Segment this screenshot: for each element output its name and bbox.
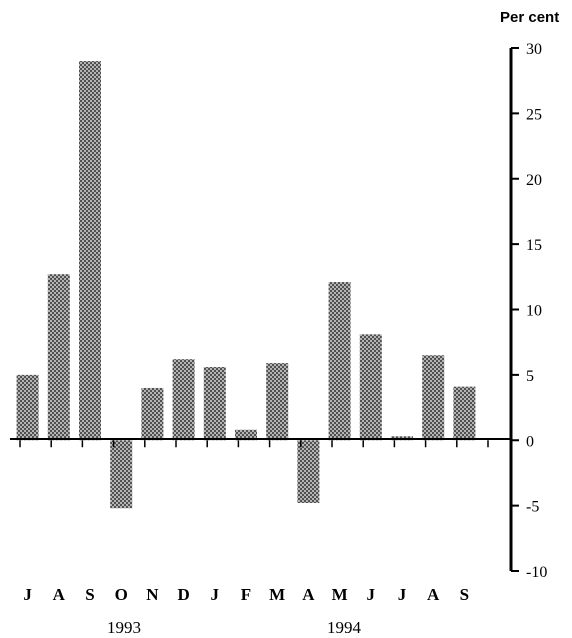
bar-3 bbox=[79, 61, 101, 441]
y-tick-label: -5 bbox=[526, 499, 539, 516]
x-category-label: M bbox=[332, 585, 348, 604]
bar-5 bbox=[141, 387, 164, 441]
bar-1 bbox=[16, 374, 39, 441]
bar-6 bbox=[172, 359, 195, 441]
year-label-1994: 1994 bbox=[327, 618, 362, 637]
bar-7 bbox=[203, 367, 226, 441]
bar-2 bbox=[47, 274, 70, 441]
x-category-label: D bbox=[177, 585, 189, 604]
x-category-label: J bbox=[367, 585, 376, 604]
y-tick-label: 30 bbox=[526, 41, 542, 58]
x-category-label: J bbox=[398, 585, 407, 604]
y-tick-label: 20 bbox=[526, 172, 542, 189]
bar-10 bbox=[297, 440, 320, 504]
bar-9 bbox=[266, 363, 289, 441]
y-tick-label: 15 bbox=[526, 237, 542, 254]
y-tick-label: 25 bbox=[526, 106, 542, 123]
x-category-label: A bbox=[53, 585, 66, 604]
y-axis-unit-label: Per cent bbox=[500, 9, 559, 26]
x-category-label: A bbox=[302, 585, 315, 604]
x-category-label: N bbox=[146, 585, 159, 604]
y-tick-label: -10 bbox=[526, 564, 547, 581]
bar-11 bbox=[328, 282, 351, 441]
y-tick-label: 5 bbox=[526, 368, 534, 385]
bar-8 bbox=[235, 429, 257, 441]
x-category-label: M bbox=[269, 585, 285, 604]
y-tick-label: 10 bbox=[526, 303, 542, 320]
bar-4 bbox=[110, 440, 133, 509]
x-category-label: S bbox=[460, 585, 469, 604]
x-category-label: J bbox=[211, 585, 220, 604]
x-category-label: J bbox=[23, 585, 32, 604]
y-axis-ticks: 30 25 20 15 10 5 0 -5 -10 bbox=[511, 41, 547, 581]
x-category-label: A bbox=[427, 585, 440, 604]
x-category-label: S bbox=[85, 585, 94, 604]
bar-12 bbox=[359, 334, 382, 441]
y-tick-label: 0 bbox=[526, 433, 534, 450]
bar-15 bbox=[453, 386, 476, 441]
bar-14 bbox=[422, 355, 445, 441]
x-axis-ticks bbox=[19, 440, 489, 448]
bars bbox=[16, 61, 476, 509]
year-label-1993: 1993 bbox=[107, 618, 141, 637]
x-category-label: F bbox=[241, 585, 251, 604]
x-category-label: O bbox=[115, 585, 128, 604]
